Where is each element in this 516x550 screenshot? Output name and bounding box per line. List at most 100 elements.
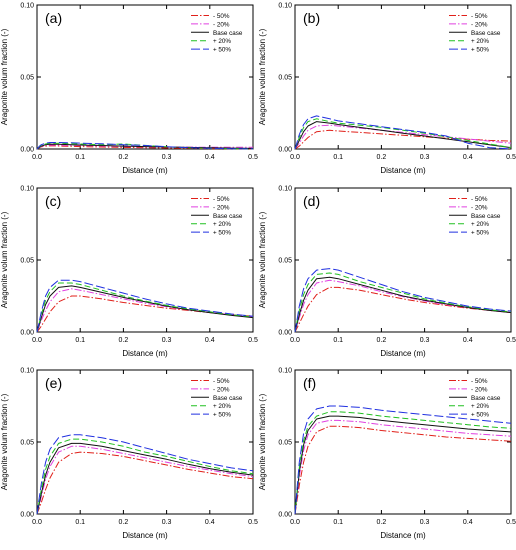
legend-label: - 20% <box>213 386 230 393</box>
x-tick-label: 0.4 <box>205 154 215 161</box>
panel-f: 0.0 0.1 0.2 0.3 0.4 0.5 0.00 0.05 0.10 Distance (… <box>258 368 516 541</box>
panel-label: (e) <box>45 375 62 391</box>
x-tick-label: 0.3 <box>420 337 430 344</box>
x-tick-label: 0.5 <box>248 519 258 526</box>
series-line-20 <box>36 445 254 515</box>
legend-label: + 50% <box>471 47 489 54</box>
x-tick-label: 0.5 <box>248 337 258 344</box>
panel-label: (d) <box>303 193 320 209</box>
x-tick-label: 0.2 <box>119 337 129 344</box>
series-line-50 <box>36 434 254 515</box>
y-tick-label: 0.10 <box>20 3 34 10</box>
panel-e: 0.0 0.1 0.2 0.3 0.4 0.5 0.00 0.05 0.10 Distance (… <box>0 368 258 541</box>
x-tick-label: 0.1 <box>333 154 343 161</box>
y-tick-label: 0.10 <box>278 3 292 10</box>
legend-label: Base case <box>213 213 243 220</box>
panel-label: (f) <box>303 375 316 391</box>
panel-d: 0.0 0.1 0.2 0.3 0.4 0.5 0.00 0.05 0.10 Distance (… <box>258 186 516 359</box>
x-tick-label: 0.4 <box>463 519 473 526</box>
y-axis-label: Aragonite volum fraction (-) <box>258 393 267 490</box>
x-axis-label: Distance (m) <box>122 531 168 540</box>
y-tick-label: 0.05 <box>278 440 292 447</box>
legend-label: + 20% <box>213 38 231 45</box>
x-axis-label: Distance (m) <box>380 166 426 175</box>
x-tick-label: 0.3 <box>420 519 430 526</box>
legend-label: - 50% <box>213 13 230 20</box>
legend-label: Base case <box>471 30 501 37</box>
x-tick-label: 0.3 <box>162 154 172 161</box>
series-line-50 <box>294 268 512 333</box>
y-tick-label: 0.10 <box>278 186 292 193</box>
y-tick-label: 0.00 <box>20 330 34 337</box>
x-tick-label: 0.0 <box>32 337 42 344</box>
legend-label: Base case <box>213 395 243 402</box>
series-line-50 <box>36 279 254 333</box>
x-tick-label: 0.1 <box>333 519 343 526</box>
y-tick-label: 0.00 <box>20 147 34 154</box>
legend-label: + 50% <box>471 230 489 237</box>
x-axis-label: Distance (m) <box>122 349 168 358</box>
x-tick-label: 0.2 <box>119 154 129 161</box>
y-tick-label: 0.05 <box>20 258 34 265</box>
x-tick-label: 0.4 <box>463 337 473 344</box>
legend-label: - 20% <box>471 21 488 28</box>
series-line-50 <box>36 142 254 150</box>
legend-label: + 50% <box>213 47 231 54</box>
legend-label: + 50% <box>213 412 231 419</box>
series-line-20 <box>36 288 254 333</box>
series-line-20 <box>294 279 512 333</box>
x-tick-label: 0.4 <box>205 519 215 526</box>
y-tick-label: 0.10 <box>278 368 292 375</box>
legend-label: + 50% <box>471 412 489 419</box>
x-tick-label: 0.3 <box>162 337 172 344</box>
series-line-20 <box>36 438 254 515</box>
y-axis-label: Aragonite volum fraction (-) <box>0 393 9 490</box>
x-tick-label: 0.2 <box>377 154 387 161</box>
legend-label: + 20% <box>471 38 489 45</box>
legend-label: Base case <box>471 213 501 220</box>
legend-label: + 20% <box>471 221 489 228</box>
series-line-20 <box>294 124 512 150</box>
series-line-20 <box>36 282 254 333</box>
x-tick-label: 0.0 <box>290 154 300 161</box>
x-tick-label: 0.5 <box>506 519 516 526</box>
x-tick-label: 0.5 <box>506 337 516 344</box>
legend-label: + 50% <box>213 230 231 237</box>
series-line-50 <box>294 405 512 515</box>
panel-a: 0.0 0.1 0.2 0.3 0.4 0.5 0.00 0.05 0.10 Distance (… <box>0 3 258 176</box>
series-line-20 <box>294 411 512 515</box>
x-tick-label: 0.0 <box>32 519 42 526</box>
x-tick-label: 0.0 <box>32 154 42 161</box>
legend-label: - 20% <box>471 204 488 211</box>
y-tick-label: 0.00 <box>20 512 34 519</box>
series-line-base-case <box>294 121 512 150</box>
y-axis-label: Aragonite volum fraction (-) <box>0 211 9 308</box>
x-tick-label: 0.0 <box>290 337 300 344</box>
legend-label: Base case <box>471 395 501 402</box>
legend-label: - 20% <box>213 21 230 28</box>
legend-label: - 50% <box>471 196 488 203</box>
legend-label: + 20% <box>471 403 489 410</box>
x-tick-label: 0.0 <box>290 519 300 526</box>
legend-label: - 50% <box>213 378 230 385</box>
panel-label: (b) <box>303 10 320 26</box>
legend-label: - 50% <box>213 196 230 203</box>
x-tick-label: 0.3 <box>420 154 430 161</box>
series-line-50 <box>36 451 254 515</box>
x-axis-label: Distance (m) <box>122 166 168 175</box>
series-line-base-case <box>36 285 254 333</box>
series-line-20 <box>294 118 512 150</box>
series-line-20 <box>294 419 512 515</box>
x-tick-label: 0.3 <box>162 519 172 526</box>
legend-label: - 20% <box>471 386 488 393</box>
x-axis-label: Distance (m) <box>380 349 426 358</box>
y-tick-label: 0.00 <box>278 330 292 337</box>
y-tick-label: 0.10 <box>20 368 34 375</box>
x-tick-label: 0.1 <box>333 337 343 344</box>
series-line-20 <box>294 272 512 333</box>
x-tick-label: 0.5 <box>248 154 258 161</box>
series-line-base-case <box>36 442 254 515</box>
series-line-50 <box>294 115 512 150</box>
y-tick-label: 0.05 <box>278 258 292 265</box>
panel-c: 0.0 0.1 0.2 0.3 0.4 0.5 0.00 0.05 0.10 Distance (… <box>0 186 258 359</box>
